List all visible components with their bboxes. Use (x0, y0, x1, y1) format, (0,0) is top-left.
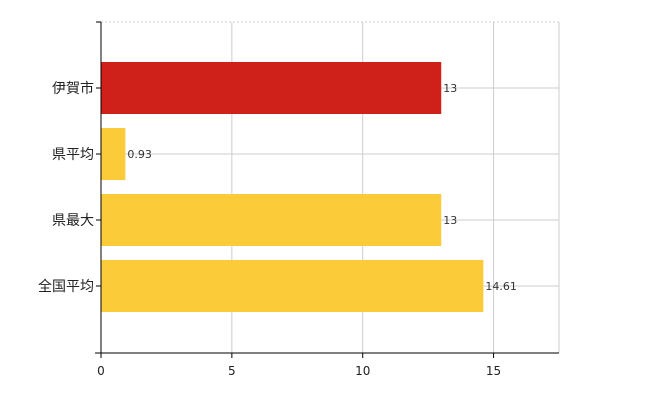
bar-4 (101, 260, 484, 312)
data-label: 14.61 (485, 280, 517, 293)
category-label: 県最大 (52, 213, 94, 229)
x-tick-label: 0 (97, 364, 105, 378)
bars (101, 62, 484, 312)
x-tick-label: 10 (355, 364, 370, 378)
category-label: 県平均 (52, 147, 94, 163)
x-tick-label: 15 (486, 364, 501, 378)
bar-1 (101, 62, 442, 114)
data-label: 13 (443, 214, 457, 227)
bar-3 (101, 194, 442, 246)
data-labels: 13 0.93 13 14.61 (127, 82, 517, 293)
x-tick-label: 5 (228, 364, 236, 378)
axes (95, 22, 559, 354)
data-label: 13 (443, 82, 457, 95)
category-label: 全国平均 (38, 278, 94, 295)
data-label: 0.93 (127, 148, 152, 161)
category-label: 伊賀市 (52, 80, 94, 97)
x-tick-labels: 0 5 10 15 (97, 353, 501, 378)
bar-2 (101, 128, 126, 180)
